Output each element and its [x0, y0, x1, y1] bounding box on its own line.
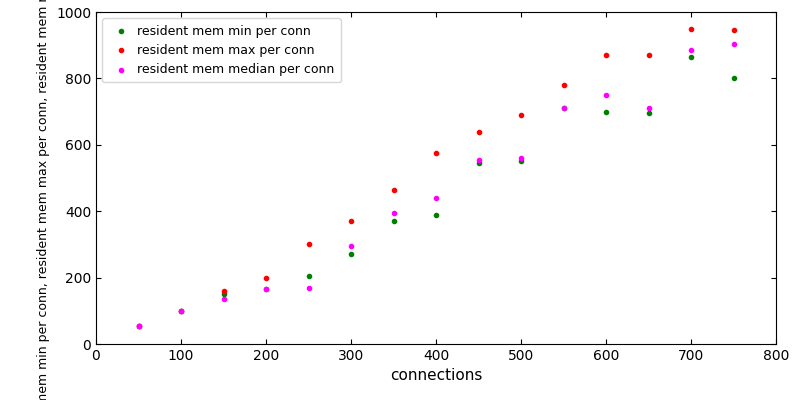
resident mem min per conn	[302, 273, 315, 279]
resident mem median per conn	[259, 286, 272, 292]
resident mem min per conn	[557, 105, 570, 112]
resident mem max per conn	[727, 27, 740, 34]
resident mem median per conn	[514, 155, 527, 161]
resident mem median per conn	[174, 308, 187, 314]
resident mem median per conn	[217, 296, 230, 302]
resident mem max per conn	[430, 150, 442, 156]
resident mem min per conn	[642, 110, 655, 116]
resident mem median per conn	[727, 40, 740, 47]
resident mem min per conn	[685, 54, 698, 60]
resident mem median per conn	[472, 156, 485, 163]
resident mem max per conn	[514, 112, 527, 118]
resident mem max per conn	[387, 186, 400, 193]
resident mem max per conn	[557, 82, 570, 88]
resident mem min per conn	[600, 108, 613, 115]
resident mem median per conn	[685, 47, 698, 53]
resident mem max per conn	[642, 52, 655, 58]
resident mem median per conn	[557, 105, 570, 112]
resident mem min per conn	[472, 160, 485, 166]
resident mem min per conn	[174, 308, 187, 314]
resident mem min per conn	[430, 211, 442, 218]
resident mem max per conn	[345, 218, 358, 224]
resident mem median per conn	[642, 105, 655, 112]
resident mem max per conn	[132, 322, 145, 329]
resident mem max per conn	[259, 274, 272, 281]
Legend: resident mem min per conn, resident mem max per conn, resident mem median per co: resident mem min per conn, resident mem …	[102, 18, 341, 82]
resident mem min per conn	[345, 251, 358, 258]
resident mem median per conn	[387, 210, 400, 216]
resident mem min per conn	[217, 291, 230, 298]
resident mem min per conn	[727, 75, 740, 82]
resident mem max per conn	[472, 128, 485, 135]
resident mem min per conn	[514, 158, 527, 165]
resident mem max per conn	[217, 288, 230, 294]
X-axis label: connections: connections	[390, 368, 482, 384]
resident mem median per conn	[600, 92, 613, 98]
resident mem median per conn	[345, 243, 358, 249]
resident mem median per conn	[302, 284, 315, 291]
resident mem min per conn	[259, 286, 272, 292]
resident mem median per conn	[430, 195, 442, 201]
resident mem max per conn	[174, 308, 187, 314]
resident mem min per conn	[387, 218, 400, 224]
resident mem median per conn	[132, 322, 145, 329]
resident mem max per conn	[600, 52, 613, 58]
resident mem max per conn	[685, 25, 698, 32]
Y-axis label: resident mem min per conn, resident mem max per conn, resident mem median per co: resident mem min per conn, resident mem …	[38, 0, 50, 400]
resident mem min per conn	[132, 322, 145, 329]
resident mem max per conn	[302, 241, 315, 248]
